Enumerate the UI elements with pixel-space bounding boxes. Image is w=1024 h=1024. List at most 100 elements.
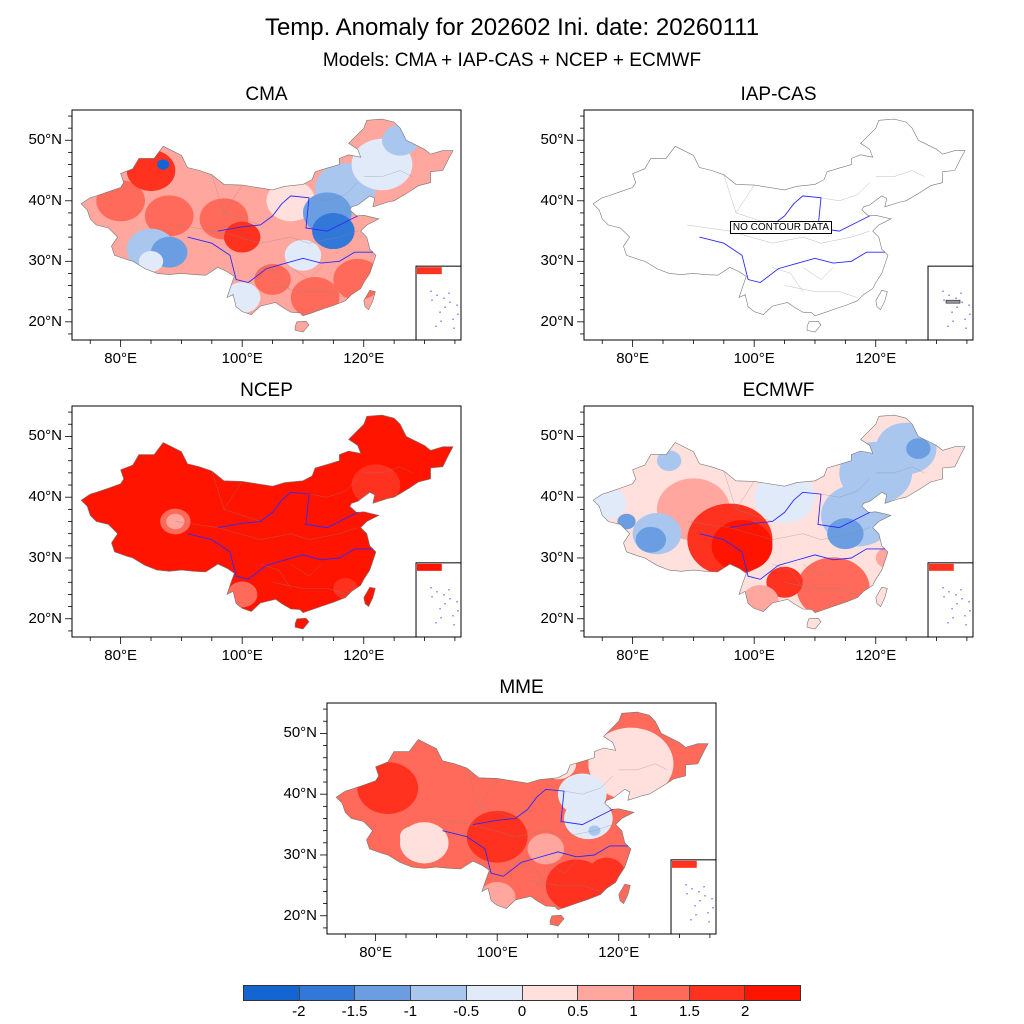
lon-label: 80°E: [359, 944, 392, 961]
province-border: [211, 470, 261, 522]
anomaly-region: [226, 581, 258, 608]
anomaly-region: [527, 833, 565, 865]
inset-island: [969, 313, 971, 315]
province-border: [272, 582, 346, 595]
lon-label: 120°E: [343, 647, 385, 664]
china-border: [618, 883, 631, 905]
inset-no-data-box: [945, 299, 961, 304]
inset-island: [430, 587, 432, 589]
china-border: [875, 586, 888, 608]
colorbar-swatch: [689, 986, 746, 1000]
lon-label: 120°E: [855, 647, 897, 664]
panel-title: CMA: [245, 84, 288, 105]
colorbar-swatch: [522, 986, 579, 1000]
lon-label: 80°E: [104, 350, 137, 367]
anomaly-region: [466, 810, 528, 863]
anomaly-region: [827, 518, 864, 550]
yellow-river: [472, 788, 613, 826]
map-canvas: [65, 405, 462, 644]
inset-island: [443, 594, 445, 596]
figure-subtitle: Models: CMA + IAP-CAS + NCEP + ECMWF: [322, 50, 702, 71]
province-border: [308, 182, 358, 202]
figure-title: Temp. Anomaly for 202602 Ini. date: 2026…: [264, 14, 760, 41]
anomaly-region: [711, 519, 773, 572]
inset-coast-fill: [929, 563, 954, 571]
province-border: [545, 860, 577, 874]
panel-title: IAP-CAS: [740, 84, 817, 105]
colorbar-label: -0.5: [453, 1003, 480, 1020]
inset-island: [947, 622, 949, 624]
inset-island: [968, 304, 970, 306]
inset-island: [444, 306, 446, 308]
inset-island: [449, 598, 451, 600]
province-border: [723, 174, 773, 226]
anomaly-region: [254, 264, 291, 295]
province-border: [772, 267, 803, 292]
colorbar-label: 1.5: [678, 1003, 700, 1020]
inset-island: [444, 603, 446, 605]
anomaly-region: [635, 526, 667, 553]
colorbar: [243, 985, 801, 1001]
lat-label: 30°N: [28, 252, 62, 270]
yangtze-river: [442, 830, 628, 877]
yangtze-river: [187, 236, 373, 283]
inset-island: [964, 318, 966, 320]
inset-island: [711, 898, 713, 900]
inset-island: [960, 292, 962, 294]
yangtze-river: [699, 236, 885, 283]
anomaly-region: [399, 826, 425, 848]
inset-island: [961, 301, 963, 303]
inset-island: [947, 325, 949, 327]
anomaly-region: [617, 513, 636, 530]
anomaly-region: [381, 124, 419, 156]
colorbar-swatch: [411, 986, 467, 1000]
province-border: [515, 824, 613, 837]
map-panel-iap-cas: IAP-CAS 80°E 100°E 120°E 50°N 40°N 30°N 20°N NO …: [540, 84, 974, 367]
inset-island: [964, 615, 966, 617]
panel-title: ECMWF: [742, 380, 815, 401]
lon-label: 100°E: [221, 350, 263, 367]
inset-island: [969, 610, 971, 612]
anomaly-region: [126, 149, 176, 192]
china-border: [875, 290, 888, 311]
province-border: [363, 466, 413, 474]
map-panel-mme: MME 80°E 100°E 120°E 50°N 40°N 30°N 20°N: [283, 677, 717, 961]
inset-island: [952, 617, 954, 619]
colorbar-swatch: [355, 986, 412, 1000]
province-border: [875, 466, 925, 474]
province-border: [223, 184, 243, 214]
map-canvas: [320, 702, 717, 941]
inset-island: [942, 587, 944, 589]
china-border: [363, 290, 376, 311]
anomaly-region: [223, 221, 261, 253]
province-border: [260, 230, 358, 244]
lon-label: 80°E: [104, 647, 137, 664]
inset-island: [431, 596, 433, 598]
inset-island: [708, 921, 710, 923]
yellow-river: [729, 491, 870, 529]
inset-island: [452, 615, 454, 617]
inset-island: [436, 591, 438, 593]
anomaly-field: [81, 119, 454, 333]
inset-island: [712, 907, 714, 909]
panel-title: NCEP: [240, 380, 293, 401]
china-border: [806, 320, 822, 333]
china-border: [549, 914, 565, 927]
anomaly-region: [906, 438, 931, 459]
panel-title: MME: [499, 677, 544, 698]
anomaly-region: [333, 578, 358, 599]
anomaly-region: [312, 213, 355, 250]
colorbar-swatch: [745, 986, 801, 1000]
lon-label: 120°E: [598, 944, 640, 961]
inset-island: [956, 603, 958, 605]
province-border: [290, 267, 322, 280]
inset-island: [440, 320, 442, 322]
inset-island: [431, 299, 433, 301]
yangtze-river: [187, 533, 373, 580]
anomaly-region: [754, 471, 815, 524]
lat-label: 30°N: [540, 252, 574, 270]
map-panel-ncep: NCEP 80°E 100°E 120°E 50°N 40°N 30°N 20°N: [28, 380, 462, 664]
china-border: [806, 617, 822, 630]
inset-coast-fill: [417, 563, 442, 571]
colorbar-swatch: [633, 986, 690, 1000]
